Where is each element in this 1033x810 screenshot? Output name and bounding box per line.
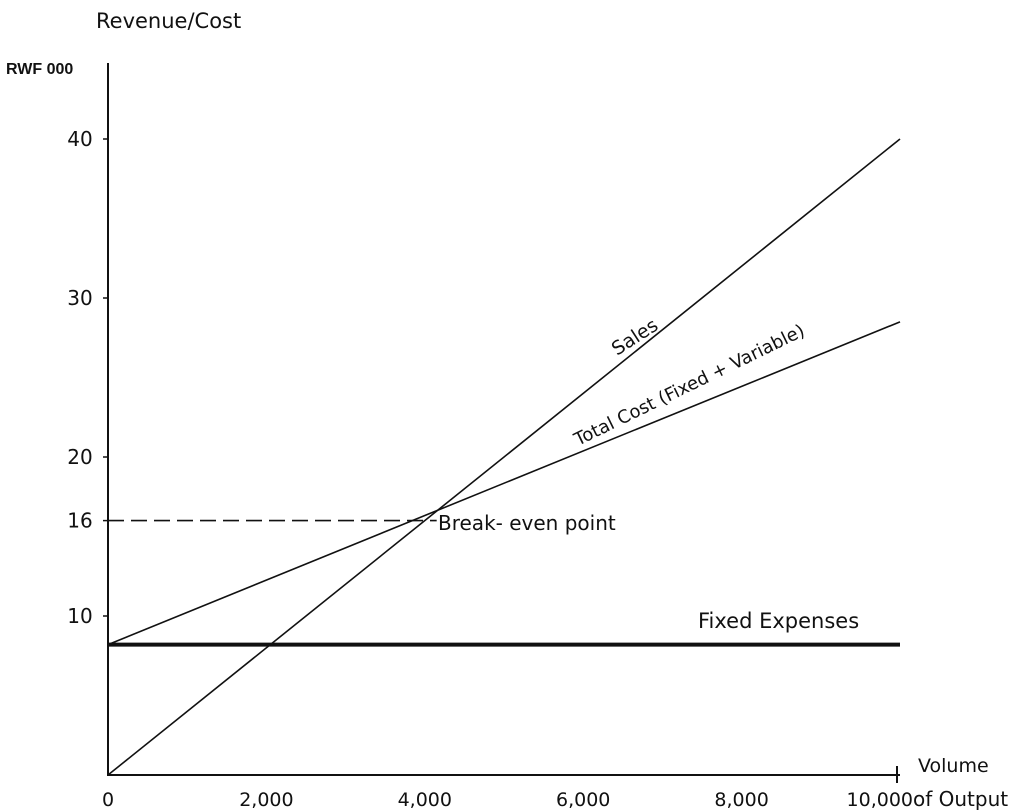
x-tick-label: 6,000 xyxy=(556,789,610,810)
y-tick-label: 20 xyxy=(67,445,92,469)
total-cost-series-label: Total Cost (Fixed + Variable) xyxy=(570,320,808,450)
x-axis-title-of-output: of Output xyxy=(913,787,1008,810)
sales-series-label: Sales xyxy=(608,314,662,360)
sales-line xyxy=(107,138,901,776)
y-tick-labels: 10 16 20 30 40 xyxy=(67,127,108,628)
break-even-point-label: Break- even point xyxy=(438,511,616,535)
y-tick-label: 40 xyxy=(67,127,92,151)
y-unit-label: RWF 000 xyxy=(6,61,73,78)
y-axis-title: Revenue/Cost xyxy=(96,9,241,33)
x-axis-title-volume: Volume xyxy=(918,755,989,777)
y-tick-label: 16 xyxy=(67,509,92,533)
x-tick-label: 4,000 xyxy=(398,789,452,810)
total-cost-line xyxy=(107,321,901,646)
y-tick-label: 10 xyxy=(67,604,92,628)
x-tick-label: 10,000 xyxy=(847,789,913,810)
x-tick-label: 0 xyxy=(102,789,114,810)
x-tick-label: 2,000 xyxy=(239,789,293,810)
x-tick-label: 8,000 xyxy=(714,789,768,810)
fixed-expenses-series-label: Fixed Expenses xyxy=(698,609,859,633)
x-tick-labels: 0 2,000 4,000 6,000 8,000 10,000 xyxy=(102,789,913,810)
y-tick-label: 30 xyxy=(67,286,92,310)
